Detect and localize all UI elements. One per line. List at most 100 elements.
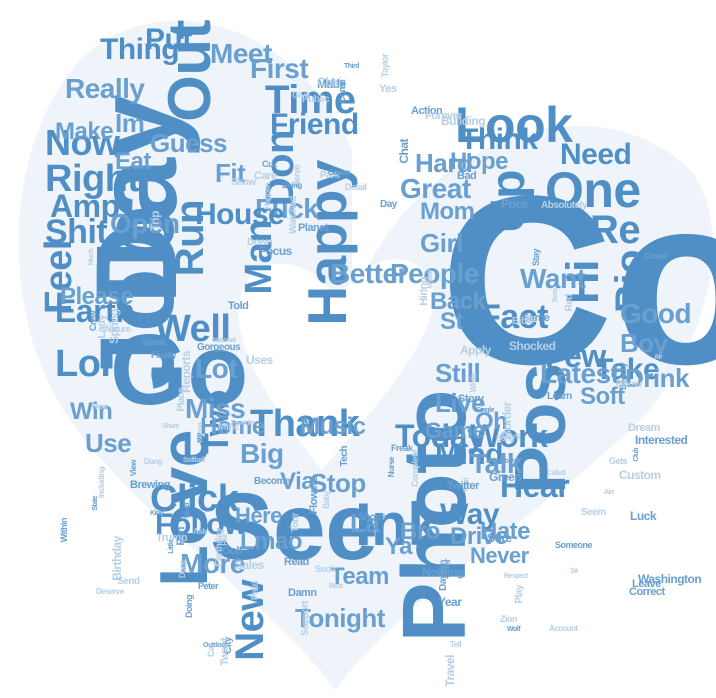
- word-amp: Amp: [50, 188, 120, 224]
- word-golf: Golf: [222, 545, 243, 557]
- word-work: Work: [470, 418, 548, 454]
- word-shit: Shit: [45, 213, 108, 251]
- word-called: Called: [547, 470, 566, 477]
- word-down: Down: [247, 237, 273, 248]
- word-softball: Softball: [183, 457, 205, 464]
- word-doing: Doing: [184, 595, 194, 618]
- word-show: Show: [231, 177, 256, 188]
- word-green: Green: [489, 470, 522, 484]
- word-flowers: Flowers: [308, 476, 320, 515]
- word-talk: Talk: [470, 448, 522, 479]
- word-action: Action: [411, 105, 443, 117]
- word-right: Right: [45, 158, 140, 200]
- word-within: Within: [59, 518, 69, 543]
- word-share: Share: [162, 423, 179, 430]
- word-need: Need: [560, 138, 632, 171]
- word-think: Think: [460, 123, 538, 156]
- word-luck: Luck: [630, 509, 657, 523]
- word-give: Give: [292, 90, 310, 100]
- word-game: Game: [425, 418, 485, 443]
- word-make: Make: [55, 118, 114, 145]
- word-leave: Leave: [632, 578, 661, 590]
- word-really: Really: [65, 73, 145, 104]
- word-national: National: [212, 337, 236, 344]
- word-roll: Roll: [323, 79, 335, 86]
- word-eat: Eat: [115, 148, 151, 175]
- word-told: Told: [228, 300, 249, 312]
- word-much: Much: [88, 249, 95, 266]
- word-im: Im: [115, 108, 145, 138]
- word-put: Put: [145, 23, 192, 56]
- word-live: Live: [435, 388, 486, 418]
- word-finally: Finally: [151, 350, 177, 360]
- word-same: Same: [522, 312, 550, 324]
- word-bad: Bad: [457, 170, 477, 182]
- word-price: Price: [501, 197, 528, 211]
- word-lmao: Lmao: [240, 528, 303, 555]
- word-favorite: Favorite: [231, 420, 255, 427]
- word-building: Building: [441, 114, 486, 128]
- word-home: Home: [200, 413, 265, 440]
- word-minc: Minc: [218, 422, 239, 433]
- word-send: Send: [117, 576, 140, 587]
- word-want: Want: [520, 263, 586, 294]
- word-nurse: Nurse: [387, 457, 396, 478]
- word-big: Big: [240, 438, 284, 469]
- word-seem: Seem: [581, 507, 606, 518]
- word-uses: Uses: [246, 353, 273, 367]
- word-gays: Gays: [500, 431, 521, 441]
- word-sit: Sit: [570, 568, 578, 575]
- word-detail: Detail: [345, 182, 367, 192]
- word-meet: Meet: [210, 38, 272, 69]
- word-guess: Guess: [150, 128, 228, 158]
- word-zion: Zion: [500, 614, 518, 624]
- word-gorgeous: Gorgeous: [197, 342, 241, 353]
- word-back: Back: [430, 288, 486, 315]
- word-tour: Tour: [290, 513, 301, 533]
- word-lol: Lol: [55, 343, 111, 385]
- word-learn: Learn: [547, 391, 572, 402]
- word-thank: Thank: [250, 403, 360, 445]
- word-time: Time: [265, 78, 356, 122]
- word-chat: Chat: [397, 139, 411, 164]
- word-seas: Seas: [552, 288, 559, 303]
- word-damn: Damn: [288, 587, 317, 599]
- word-speak: Speak: [142, 337, 167, 347]
- word-tweet: Tweet: [219, 638, 231, 666]
- word-california: California: [492, 458, 520, 465]
- word-still: Still: [435, 358, 481, 388]
- word-miss: Miss: [185, 393, 246, 424]
- word-peter: Peter: [198, 581, 219, 591]
- word-well: Well: [155, 308, 231, 350]
- word-someone: Someone: [555, 540, 593, 550]
- word-one: One: [545, 162, 641, 218]
- word-dayton: Dayton: [438, 560, 449, 591]
- word-good: Good: [620, 298, 692, 329]
- word-absolutely: Absolutely: [541, 200, 588, 211]
- word-fuck: Fuck: [255, 193, 319, 224]
- word-complete: Complete: [410, 450, 420, 488]
- word-mom: Mom: [420, 198, 475, 225]
- word-please: Please: [60, 283, 134, 310]
- word-myself: Myself: [427, 270, 434, 289]
- word-public: Public: [302, 94, 330, 105]
- word-tell: Tell: [450, 640, 462, 649]
- word-cuz: Cuz: [262, 159, 278, 169]
- word-dream: Dream: [628, 422, 660, 434]
- word-wolf: Wolf: [507, 626, 521, 633]
- word-brewing: Brewing: [130, 479, 170, 491]
- word-baby: Baby: [322, 491, 331, 509]
- word-state: State: [92, 496, 99, 511]
- word-look: Look: [455, 97, 573, 153]
- word-drink: Drink: [625, 363, 689, 393]
- word-hate: Hate: [480, 518, 531, 545]
- word-account: Account: [549, 624, 578, 633]
- word-co: Co: [440, 146, 716, 414]
- word-know: Know: [616, 379, 642, 390]
- word-deserve: Deserve: [96, 587, 124, 596]
- word-today: Today: [395, 418, 485, 454]
- word-white: White: [469, 373, 478, 393]
- word-custom: Custom: [619, 468, 661, 482]
- word-air: Air: [654, 354, 663, 361]
- word-wanna: Wanna: [197, 423, 204, 444]
